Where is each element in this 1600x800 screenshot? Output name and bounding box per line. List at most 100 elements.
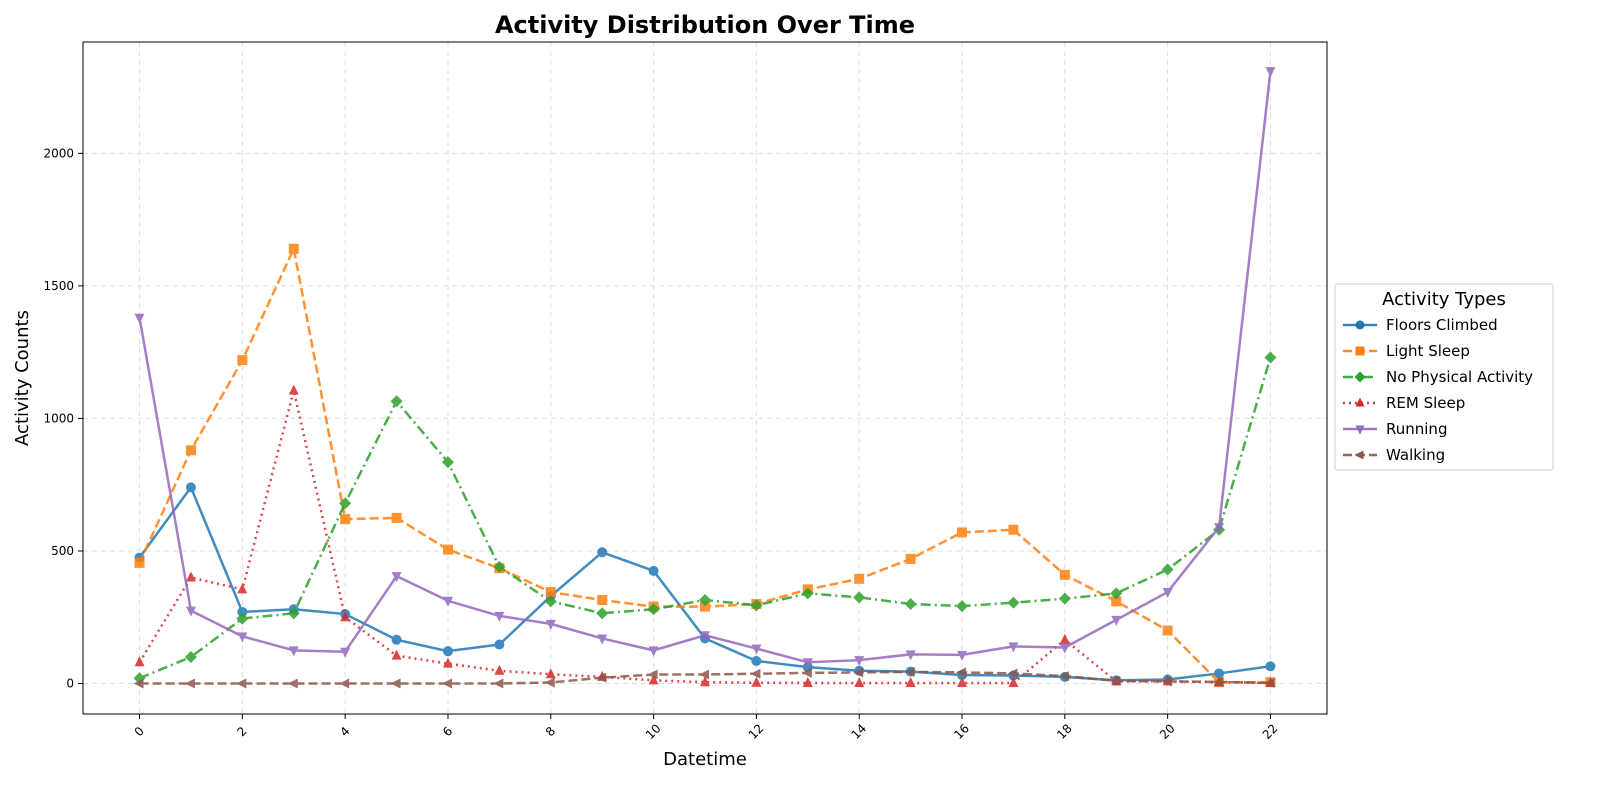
legend-item-running: Running (1343, 420, 1447, 438)
data-point-rem-sleep (237, 583, 248, 594)
data-point-walking (544, 677, 555, 688)
data-point-walking (853, 667, 864, 678)
legend-item-walking: Walking (1343, 446, 1445, 464)
data-point-light-sleep (854, 573, 865, 584)
data-point-running (700, 631, 710, 642)
data-point-walking (647, 669, 658, 680)
legend-marker-walking (1354, 450, 1364, 460)
data-point-running (1059, 643, 1070, 654)
data-point-no-physical-activity (339, 497, 352, 510)
y-tick-label: 2000 (43, 146, 74, 160)
data-point-walking (956, 667, 967, 678)
data-point-light-sleep (1008, 524, 1019, 535)
data-point-running (1162, 588, 1173, 599)
legend-item-floors-climbed: Floors Climbed (1343, 316, 1498, 334)
legend-title: Activity Types (1382, 289, 1506, 310)
data-point-floors-climbed (494, 639, 505, 650)
data-point-rem-sleep (185, 571, 196, 582)
chart-title: Activity Distribution Over Time (495, 11, 915, 39)
data-point-walking (339, 678, 350, 689)
data-point-no-physical-activity (647, 603, 660, 616)
legend-marker-no-physical-activity (1354, 371, 1366, 383)
data-point-light-sleep (288, 243, 299, 254)
data-point-rem-sleep (648, 674, 659, 685)
data-point-rem-sleep (700, 676, 710, 687)
plot-area-frame (82, 41, 1328, 715)
data-point-no-physical-activity (699, 594, 711, 607)
legend-marker-rem-sleep (1355, 397, 1365, 407)
data-point-walking (1213, 676, 1224, 687)
data-point-floors-climbed (391, 634, 402, 645)
legend-label-walking: Walking (1386, 446, 1445, 464)
data-point-rem-sleep (288, 384, 299, 395)
legend-label-floors-climbed: Floors Climbed (1386, 316, 1498, 334)
data-point-walking (801, 667, 812, 678)
data-point-rem-sleep (751, 676, 762, 687)
data-point-rem-sleep (802, 676, 813, 687)
data-point-running (854, 656, 865, 667)
legend-marker-light-sleep (1355, 346, 1365, 356)
data-point-floors-climbed (185, 482, 196, 493)
data-point-no-physical-activity (596, 607, 609, 620)
data-point-light-sleep (237, 355, 248, 366)
data-point-no-physical-activity (853, 591, 866, 604)
y-tick-label: 1000 (43, 411, 74, 425)
data-point-no-physical-activity (1264, 351, 1277, 364)
data-point-no-physical-activity (1110, 587, 1123, 600)
grid (83, 42, 1327, 714)
data-point-running (1111, 615, 1122, 626)
data-point-walking (390, 678, 401, 689)
data-point-light-sleep (340, 514, 351, 525)
legend-item-rem-sleep: REM Sleep (1343, 394, 1465, 412)
data-point-no-physical-activity (544, 595, 557, 608)
data-point-walking (699, 669, 709, 680)
data-point-no-physical-activity (904, 597, 917, 610)
legend-label-running: Running (1386, 420, 1447, 438)
data-point-running (802, 658, 813, 669)
data-point-running (442, 596, 453, 607)
data-point-rem-sleep (134, 656, 145, 667)
data-point-light-sleep (442, 544, 453, 555)
data-point-light-sleep (391, 512, 402, 523)
data-point-floors-climbed (1214, 668, 1225, 679)
data-point-rem-sleep (494, 664, 505, 675)
legend-label-light-sleep: Light Sleep (1386, 342, 1470, 360)
data-point-light-sleep (957, 527, 968, 538)
data-point-running (134, 313, 145, 324)
series-no-physical-activity (133, 351, 1277, 685)
data-point-light-sleep (1162, 625, 1173, 636)
data-point-floors-climbed (648, 565, 659, 576)
data-point-walking (287, 678, 298, 689)
data-point-walking (1058, 671, 1069, 682)
series-running (134, 67, 1276, 669)
y-tick-label: 1500 (43, 279, 74, 293)
data-point-floors-climbed (442, 646, 453, 657)
data-point-walking (1007, 668, 1018, 679)
legend-marker-floors-climbed (1355, 320, 1365, 330)
data-point-running (494, 611, 505, 622)
data-point-rem-sleep (905, 676, 916, 687)
data-point-running (957, 650, 968, 661)
legend-items: Floors Climbed Light Sleep No Physical Act… (1343, 316, 1533, 464)
data-point-running (1214, 523, 1225, 534)
data-point-running (1265, 67, 1276, 78)
series-layer (133, 67, 1277, 689)
legend-item-light-sleep: Light Sleep (1343, 342, 1470, 360)
data-point-floors-climbed (597, 547, 608, 558)
legend-marker-running (1355, 425, 1365, 435)
data-point-walking (1110, 675, 1121, 686)
data-point-rem-sleep (957, 676, 968, 687)
data-point-running (597, 634, 608, 645)
data-point-walking (236, 678, 247, 689)
legend-label-rem-sleep: REM Sleep (1386, 394, 1465, 412)
legend: Activity Types Floors Climbed Light Sleep… (1334, 283, 1554, 471)
data-point-walking (441, 678, 452, 689)
data-point-running (1008, 642, 1019, 653)
data-point-light-sleep (597, 595, 608, 606)
data-point-rem-sleep (1059, 633, 1070, 644)
data-point-rem-sleep (442, 657, 453, 668)
data-point-rem-sleep (391, 649, 402, 660)
data-point-rem-sleep (340, 611, 351, 622)
data-point-light-sleep (1111, 596, 1122, 607)
